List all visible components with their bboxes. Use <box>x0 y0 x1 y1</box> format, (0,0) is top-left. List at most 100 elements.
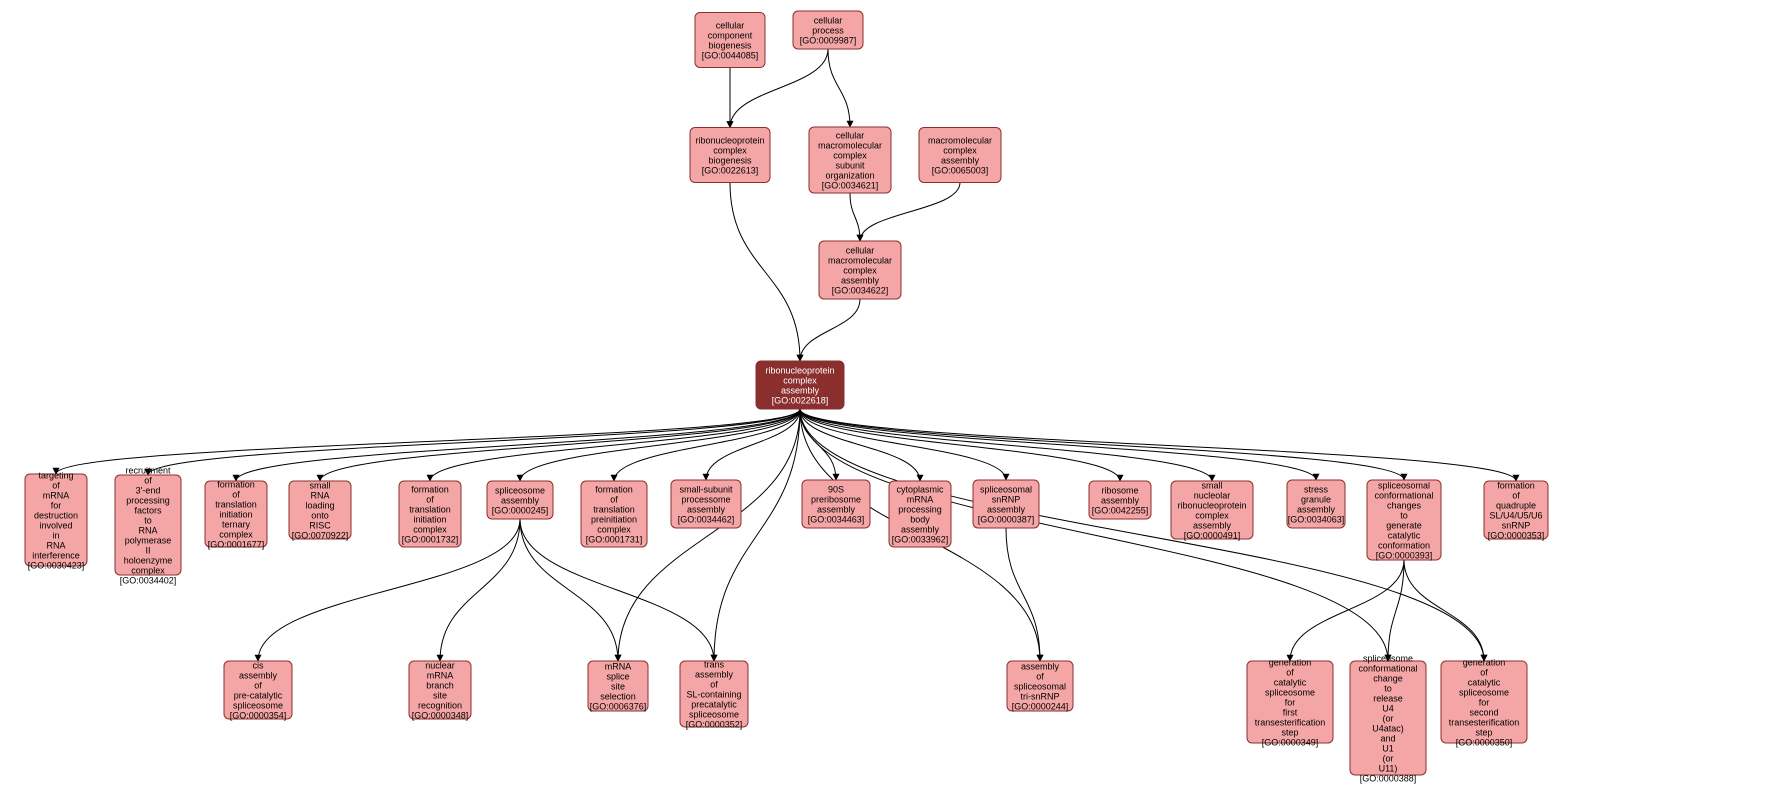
node-label-line: 90S <box>828 484 844 494</box>
node-c14[interactable]: stressgranuleassembly[GO:0034063] <box>1287 480 1345 528</box>
node-label-line: targeting <box>38 470 73 480</box>
node-c15[interactable]: spliceosomalconformationalchangestogener… <box>1367 480 1441 560</box>
node-label-line: onto <box>311 510 329 520</box>
node-label-line: nuclear <box>425 660 455 670</box>
node-label-line: biogenesis <box>708 40 752 50</box>
node-label-line: of <box>1036 671 1044 681</box>
node-label-line: [GO:0000387] <box>978 514 1035 524</box>
node-label-line: [GO:0000354] <box>230 710 287 720</box>
node-label-line: to <box>1400 510 1408 520</box>
node-n6[interactable]: cellularmacromolecularcomplexassembly[GO… <box>819 241 901 299</box>
node-c8[interactable]: small-subunitprocessomeassembly[GO:00344… <box>671 480 741 528</box>
node-label-line: spliceosome <box>233 700 283 710</box>
edge <box>730 183 800 362</box>
node-n7[interactable]: ribonucleoproteincomplexassembly[GO:0022… <box>756 361 844 409</box>
node-c11[interactable]: spliceosomalsnRNPassembly[GO:0000387] <box>973 480 1039 528</box>
node-n5[interactable]: macromolecularcomplexassembly[GO:0065003… <box>919 128 1001 183</box>
node-label-line: preinitiation <box>591 514 637 524</box>
node-label-line: [GO:0044085] <box>702 50 759 60</box>
node-g5[interactable]: assemblyofspliceosomaltri-snRNP[GO:00002… <box>1007 661 1073 711</box>
node-c1[interactable]: targetingofmRNAfordestructioninvolvedinR… <box>25 470 87 570</box>
node-c6[interactable]: spliceosomeassembly[GO:0000245] <box>487 481 553 519</box>
node-label-line: biogenesis <box>708 155 752 165</box>
node-label-line: assembly <box>1021 661 1060 671</box>
node-label-line: ternary <box>222 519 251 529</box>
node-label-line: small <box>309 480 330 490</box>
node-label-line: spliceosomal <box>1378 480 1430 490</box>
node-label-line: holoenzyme <box>124 555 173 565</box>
diagram-container: cellularcomponentbiogenesis[GO:0044085]c… <box>0 0 1767 803</box>
node-label-line: loading <box>305 500 334 510</box>
node-label-line: generation <box>1463 657 1506 667</box>
node-label-line: assembly <box>687 504 726 514</box>
node-g4[interactable]: transassemblyofSL-containingprecatalytic… <box>680 659 748 729</box>
node-label-line: conformational <box>1374 490 1433 500</box>
node-n1[interactable]: cellularcomponentbiogenesis[GO:0044085] <box>695 13 765 68</box>
node-label-line: assembly <box>987 504 1026 514</box>
node-label-line: assembly <box>941 155 980 165</box>
node-c16[interactable]: formationofquadrupleSL/U4/U5/U6snRNP[GO:… <box>1484 480 1548 540</box>
node-c5[interactable]: formationoftranslationinitiationcomplex[… <box>399 481 461 547</box>
node-label-line: ribonucleoprotein <box>765 365 834 375</box>
node-g1[interactable]: cisassemblyofpre-catalyticspliceosome[GO… <box>224 660 292 720</box>
node-c9[interactable]: 90Spreribosomeassembly[GO:0034463] <box>802 480 870 528</box>
node-label-line: assembly <box>1297 504 1336 514</box>
node-label-line: U4 <box>1382 703 1394 713</box>
node-g6[interactable]: generationofcatalyticspliceosomeforfirst… <box>1247 657 1333 747</box>
node-c2[interactable]: recruitmentof3'-endprocessingfactorstoRN… <box>115 465 181 585</box>
node-label-line: [GO:0034462] <box>678 514 735 524</box>
node-label-line: to <box>144 515 152 525</box>
node-g8[interactable]: generationofcatalyticspliceosomeforsecon… <box>1441 657 1527 747</box>
node-label-line: recruitment <box>125 465 171 475</box>
node-label-line: cellular <box>814 15 843 25</box>
nodes-layer: cellularcomponentbiogenesis[GO:0044085]c… <box>25 11 1548 783</box>
node-g2[interactable]: nuclearmRNAbranchsiterecognition[GO:0000… <box>409 660 471 720</box>
node-label-line: U1 <box>1382 743 1394 753</box>
node-label-line: processing <box>898 504 942 514</box>
node-label-line: cellular <box>716 20 745 30</box>
node-label-line: factors <box>134 505 162 515</box>
node-label-line: complex <box>713 145 747 155</box>
node-label-line: interference <box>32 550 80 560</box>
node-label-line: changes <box>1387 500 1422 510</box>
node-n3[interactable]: ribonucleoproteincomplexbiogenesis[GO:00… <box>690 128 770 183</box>
node-n4[interactable]: cellularmacromolecularcomplexsubunitorga… <box>809 127 891 193</box>
node-label-line: [GO:0042255] <box>1092 505 1149 515</box>
node-label-line: snRNP <box>1502 520 1531 530</box>
edge <box>800 299 860 361</box>
node-label-line: assembly <box>1193 520 1232 530</box>
node-label-line: processing <box>126 495 170 505</box>
node-label-line: body <box>910 514 930 524</box>
node-label-line: catalytic <box>1274 677 1307 687</box>
node-label-line: spliceosome <box>495 485 545 495</box>
node-g7[interactable]: spliceosomeconformationalchangetorelease… <box>1350 653 1426 783</box>
node-c13[interactable]: smallnucleolarribonucleoproteincomplexas… <box>1171 480 1253 540</box>
node-label-line: cis <box>253 660 264 670</box>
node-label-line: assembly <box>841 275 880 285</box>
node-c7[interactable]: formationoftranslationpreinitiationcompl… <box>581 481 647 547</box>
edge <box>800 409 1316 480</box>
node-n2[interactable]: cellularprocess[GO:0009987] <box>793 11 863 49</box>
node-c10[interactable]: cytoplasmicmRNAprocessingbodyassembly[GO… <box>889 481 951 547</box>
node-label-line: branch <box>426 680 454 690</box>
node-label-line: involved <box>39 520 72 530</box>
node-label-line: first <box>1283 707 1298 717</box>
node-label-line: [GO:0022618] <box>772 395 829 405</box>
node-c4[interactable]: smallRNAloadingontoRISC[GO:0070922] <box>289 480 351 540</box>
node-g3[interactable]: mRNAsplicesiteselection[GO:0006376] <box>588 661 648 711</box>
node-label-line: [GO:0000388] <box>1360 773 1417 783</box>
node-c3[interactable]: formationoftranslationinitiationternaryc… <box>205 479 267 549</box>
edge <box>828 49 850 127</box>
node-label-line: [GO:0000245] <box>492 505 549 515</box>
edge <box>236 409 800 481</box>
edge <box>320 409 800 481</box>
node-label-line: generate <box>1386 520 1422 530</box>
edge <box>148 409 800 475</box>
node-label-line: in <box>52 530 59 540</box>
edge <box>800 409 1006 480</box>
node-label-line: [GO:0001731] <box>586 534 643 544</box>
node-label-line: transesterification <box>1449 717 1520 727</box>
node-c12[interactable]: ribosomeassembly[GO:0042255] <box>1089 481 1151 519</box>
node-label-line: complex <box>413 524 447 534</box>
node-label-line: of <box>710 679 718 689</box>
